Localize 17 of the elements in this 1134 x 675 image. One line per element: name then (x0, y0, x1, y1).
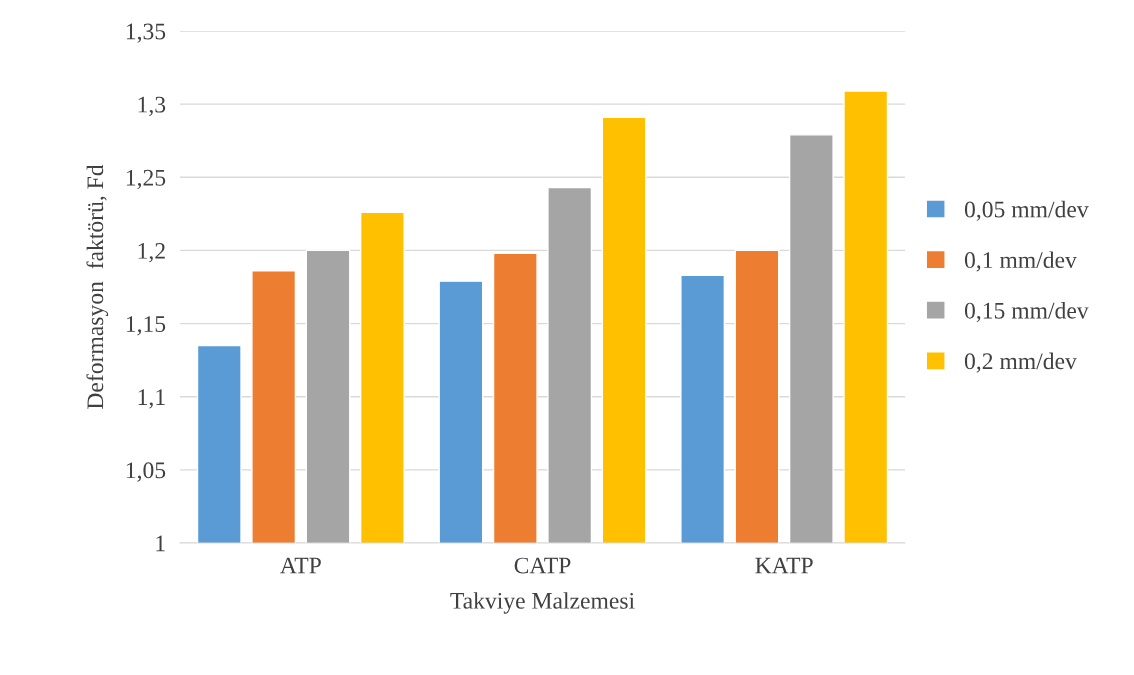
y-tick-label: 1,2 (138, 242, 165, 263)
y-axis-title: Deformasyon faktörü, Fd (86, 164, 109, 409)
x-axis-title: Takviye Malzemesi (450, 592, 635, 614)
y-tick-label: 1,1 (138, 389, 165, 409)
y-tick-label: 1,25 (126, 169, 166, 190)
legend-label: 0,2 mm/dev (964, 352, 1077, 373)
legend-label: 0,1 mm/dev (964, 251, 1077, 272)
y-tick-label: 1,3 (138, 96, 166, 116)
y-tick-label: 1 (156, 535, 165, 552)
y-tick-label: 1,15 (126, 316, 166, 336)
x-tick-label: KATP (755, 557, 813, 574)
x-tick-label: ATP (280, 557, 321, 574)
legend-label: 0,15 mm/dev (964, 302, 1089, 323)
y-tick-label: 1,05 (126, 462, 166, 482)
y-tick-label: 1,35 (126, 23, 166, 43)
x-tick-label: CATP (514, 557, 571, 574)
legend-label: 0,05 mm/dev (964, 200, 1089, 221)
